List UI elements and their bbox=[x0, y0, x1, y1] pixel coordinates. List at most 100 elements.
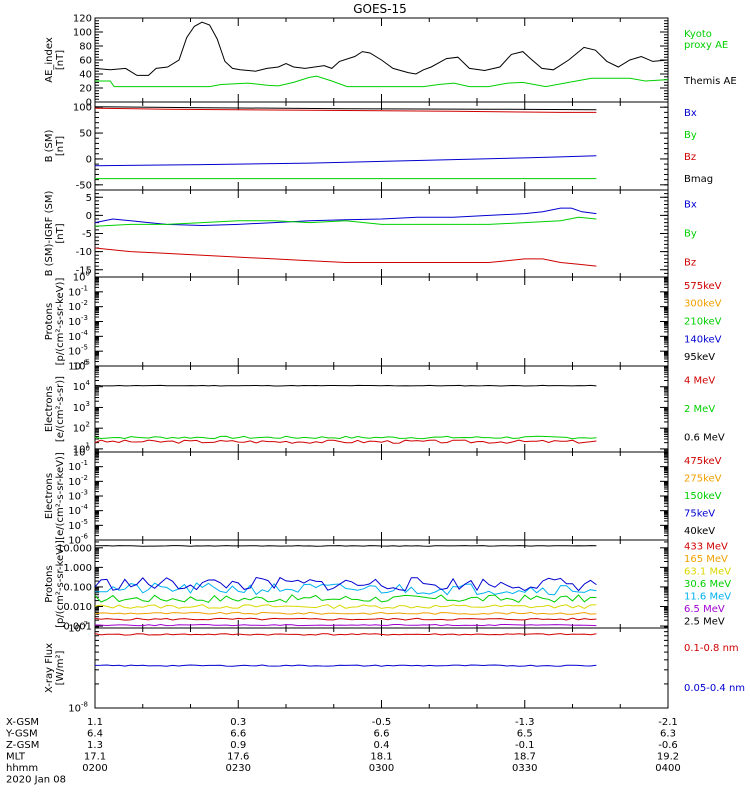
y-tick-base: 10 bbox=[68, 477, 81, 488]
y-tick-exponent: -6 bbox=[81, 359, 89, 367]
legend-label: By bbox=[684, 229, 697, 240]
y-tick-label: 10-3 bbox=[68, 314, 88, 328]
y-tick-exponent: -3 bbox=[81, 314, 88, 322]
legend-label: 95keV bbox=[684, 352, 715, 363]
y-tick-label: 105 bbox=[73, 359, 90, 373]
series-2.5-MeV bbox=[94, 545, 597, 547]
y-tick-label: 80 bbox=[79, 42, 92, 53]
legend-label: 575keV bbox=[684, 281, 722, 292]
y-tick-label: 10-2 bbox=[68, 299, 88, 313]
y-tick-label: 120 bbox=[73, 14, 92, 25]
y-axis-label: [nT] bbox=[55, 50, 66, 70]
y-tick-label: 0 bbox=[86, 154, 92, 165]
ephemeris-value: 0.3 bbox=[230, 717, 246, 728]
y-tick-label: 100 bbox=[73, 28, 92, 39]
legend-label: 2 MeV bbox=[684, 404, 715, 415]
y-axis-label: B (SM) bbox=[44, 129, 55, 162]
y-tick-exponent: -8 bbox=[81, 701, 88, 709]
y-tick-label: 10-6 bbox=[68, 359, 88, 373]
plot-title: GOES-15 bbox=[353, 2, 407, 16]
legend-label: 11.6 MeV bbox=[684, 592, 731, 603]
ephemeris-value: -0.6 bbox=[658, 740, 678, 751]
y-tick-label: 0.001 bbox=[63, 622, 92, 633]
ephemeris-value: 0200 bbox=[82, 763, 107, 774]
y-tick-label: 50 bbox=[79, 129, 92, 140]
legend-label: Bz bbox=[684, 258, 696, 269]
y-tick-label: -10 bbox=[76, 247, 92, 258]
y-tick-label: 20 bbox=[79, 84, 92, 95]
y-tick-base: 10 bbox=[68, 624, 81, 635]
ephemeris-value: 0230 bbox=[226, 763, 251, 774]
series-2.5-MeV-(blue) bbox=[94, 576, 597, 592]
y-tick-label: 10-4 bbox=[68, 329, 88, 343]
y-tick-label: 101 bbox=[73, 441, 90, 455]
series-Kyoto-proxy-AE bbox=[95, 75, 669, 88]
y-tick-base: 10 bbox=[68, 332, 81, 343]
ephemeris-value: 6.6 bbox=[374, 729, 390, 740]
panel-frame bbox=[94, 189, 669, 278]
y-axis-label: Electrons bbox=[44, 473, 55, 519]
ephemeris-value: 6.5 bbox=[517, 729, 533, 740]
ephemeris-date: 2020 Jan 08 bbox=[6, 775, 66, 786]
legend-label: proxy AE bbox=[684, 40, 728, 51]
ephemeris-value: 17.1 bbox=[84, 752, 106, 763]
ephemeris-value: 0330 bbox=[512, 763, 537, 774]
y-tick-exponent: 0 bbox=[86, 270, 90, 278]
y-tick-exponent: -6 bbox=[81, 533, 89, 541]
legend-label: 433 MeV bbox=[684, 541, 728, 552]
y-tick-label: 103 bbox=[73, 400, 90, 414]
panel-frame bbox=[94, 276, 669, 367]
panel-2: -50 0 50 100 B (SM) [nT] Bx By Bz Bmag bbox=[44, 101, 713, 191]
y-tick-label: 10.000 bbox=[57, 543, 92, 554]
series-Bz bbox=[94, 107, 597, 113]
legend-label: 0.1-0.8 nm bbox=[684, 643, 739, 654]
y-tick-base: 10 bbox=[68, 521, 81, 532]
legend-label: 75keV bbox=[684, 509, 715, 520]
y-tick-base: 10 bbox=[68, 302, 81, 313]
series-63.1-MeV bbox=[94, 604, 597, 609]
y-tick-base: 10 bbox=[68, 287, 81, 298]
y-axis-label: X-ray Flux bbox=[44, 643, 55, 693]
y-tick-base: 10 bbox=[73, 403, 86, 414]
ephemeris-value: 6.4 bbox=[87, 729, 103, 740]
series-Themis-AE bbox=[94, 21, 669, 76]
legend-label: By bbox=[684, 130, 697, 141]
series-By bbox=[94, 216, 597, 227]
y-tick-label: 5 bbox=[86, 193, 92, 204]
y-tick-label: 10-4 bbox=[68, 503, 88, 517]
series-0.1-0.8-nm bbox=[94, 633, 597, 636]
y-tick-label: 1.000 bbox=[63, 563, 92, 574]
y-axis-label: [nT] bbox=[55, 136, 66, 156]
y-tick-label: 0.010 bbox=[63, 602, 92, 613]
legend-label: Bmag bbox=[684, 174, 713, 185]
ephemeris-value: -2.1 bbox=[658, 717, 678, 728]
series-165-MeV bbox=[94, 611, 597, 615]
y-tick-label: 0 bbox=[86, 98, 92, 109]
y-tick-label: -50 bbox=[76, 180, 92, 191]
series-Bx bbox=[94, 155, 597, 167]
y-tick-base: 10 bbox=[73, 382, 86, 393]
y-axis-label: [p/(cm²-s-sr-keV)] bbox=[55, 540, 66, 628]
ephemeris-row-name: Z-GSM bbox=[6, 740, 39, 751]
ephemeris-value: -0.1 bbox=[515, 740, 535, 751]
y-tick-label: 100 bbox=[73, 103, 92, 114]
ephemeris-value: -1.3 bbox=[515, 717, 535, 728]
y-tick-label: 60 bbox=[79, 56, 92, 67]
y-tick-base: 10 bbox=[73, 424, 86, 435]
ephemeris-value: 1.1 bbox=[87, 717, 103, 728]
y-tick-label: 10-8 bbox=[68, 701, 88, 715]
legend-label: 63.1 MeV bbox=[684, 566, 731, 577]
legend-label: 2.5 MeV bbox=[684, 617, 725, 628]
y-tick-label: 100 bbox=[73, 445, 90, 459]
legend-label: 275keV bbox=[684, 473, 722, 484]
y-tick-label: 104 bbox=[73, 379, 91, 393]
y-tick-base: 10 bbox=[68, 536, 81, 547]
y-tick-label: 10-1 bbox=[68, 459, 88, 473]
y-tick-label: 10-3 bbox=[68, 489, 88, 503]
ephemeris-row-name: X-GSM bbox=[6, 717, 39, 728]
legend-label: Kyoto bbox=[684, 29, 712, 40]
y-tick-label: 0 bbox=[86, 211, 92, 222]
panel-3: -15 -10 -5 0 5 B (SM)-IGRF (SM) [nT] Bx By Bz bbox=[44, 189, 697, 278]
y-tick-exponent: 0 bbox=[86, 445, 90, 453]
